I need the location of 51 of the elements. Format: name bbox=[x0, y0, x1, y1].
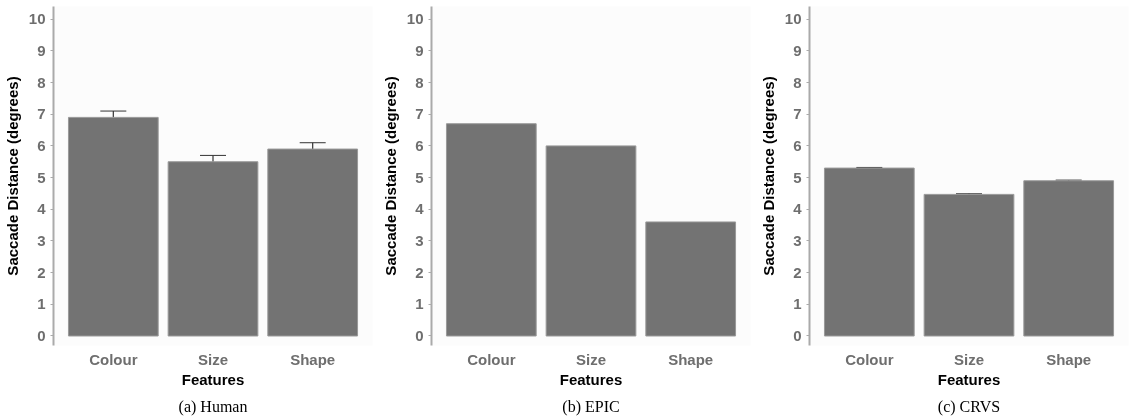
y-tick-label: 7 bbox=[37, 105, 46, 123]
y-tick-label: 3 bbox=[415, 231, 424, 249]
y-tick-label: 9 bbox=[37, 41, 46, 59]
x-axis-title: Features bbox=[181, 370, 245, 388]
y-tick-label: 4 bbox=[37, 200, 47, 218]
text: (a) Human bbox=[178, 397, 248, 416]
y-tick-label: 7 bbox=[415, 105, 424, 123]
y-tick-label: 10 bbox=[28, 10, 46, 28]
y-tick-label: 9 bbox=[793, 41, 802, 59]
x-tick-label: Colour bbox=[467, 350, 516, 368]
y-tick-label: 6 bbox=[415, 136, 424, 154]
y-tick-label: 9 bbox=[415, 41, 424, 59]
y-tick-label: 2 bbox=[793, 263, 802, 281]
y-tick-label: 6 bbox=[37, 136, 46, 154]
x-tick-label: Colour bbox=[89, 350, 138, 368]
x-tick-label: Size bbox=[953, 350, 985, 368]
text: (c) CRVS bbox=[937, 397, 1001, 416]
y-tick-label: 3 bbox=[793, 231, 802, 249]
x-tick-label: Shape bbox=[668, 350, 714, 368]
y-tick-label: 10 bbox=[406, 10, 424, 28]
y-tick-label: 8 bbox=[415, 73, 424, 91]
y-tick-label: 0 bbox=[37, 327, 46, 344]
x-tick-label: Colour bbox=[845, 350, 894, 368]
x-axis-title: Features bbox=[559, 370, 623, 388]
x-axis-title: Features bbox=[937, 370, 1001, 388]
y-tick-label: 2 bbox=[37, 263, 46, 281]
y-tick-label: 1 bbox=[793, 295, 802, 313]
y-tick-label: 7 bbox=[793, 105, 802, 123]
x-tick-label: Size bbox=[197, 350, 229, 368]
y-tick-label: 1 bbox=[415, 295, 424, 313]
y-tick-label: 8 bbox=[793, 73, 802, 91]
y-tick-label: 3 bbox=[37, 231, 46, 249]
y-axis-title: Saccade Distance (degrees) bbox=[381, 76, 399, 276]
y-axis-title: Saccade Distance (degrees) bbox=[3, 76, 21, 276]
y-tick-label: 2 bbox=[415, 263, 424, 281]
x-tick-label: Shape bbox=[1046, 350, 1092, 368]
y-tick-label: 0 bbox=[415, 327, 424, 344]
y-tick-label: 4 bbox=[415, 200, 425, 218]
y-tick-label: 1 bbox=[37, 295, 46, 313]
y-axis-title: Saccade Distance (degrees) bbox=[759, 76, 777, 276]
text: (b) EPIC bbox=[562, 397, 620, 416]
y-tick-label: 5 bbox=[37, 168, 46, 186]
x-tick-label: Shape bbox=[290, 350, 336, 368]
y-tick-label: 10 bbox=[784, 10, 802, 28]
y-tick-label: 6 bbox=[793, 136, 802, 154]
y-tick-label: 5 bbox=[793, 168, 802, 186]
y-tick-label: 4 bbox=[793, 200, 803, 218]
y-tick-label: 0 bbox=[793, 327, 802, 344]
x-tick-label: Size bbox=[575, 350, 607, 368]
y-tick-label: 8 bbox=[37, 73, 46, 91]
y-tick-label: 5 bbox=[415, 168, 424, 186]
